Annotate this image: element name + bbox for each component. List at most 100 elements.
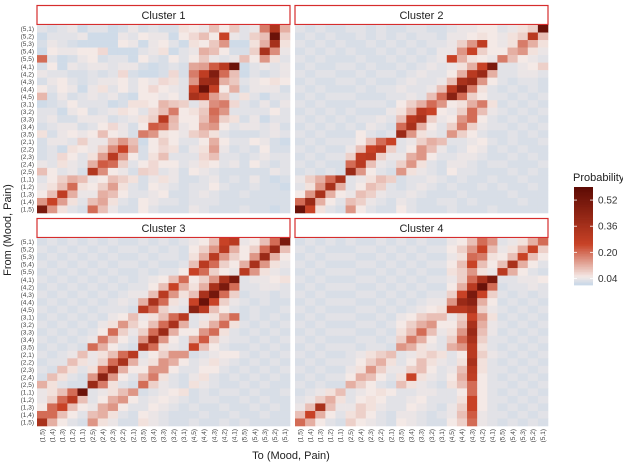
heatmap-cell	[487, 328, 498, 337]
heatmap-cell	[148, 167, 159, 176]
heatmap-cell	[497, 403, 508, 412]
heatmap-cell	[426, 253, 437, 261]
heatmap-cell	[178, 245, 190, 254]
heatmap-cell	[198, 62, 210, 71]
heatmap-cell	[517, 313, 529, 322]
heatmap-cell	[158, 328, 169, 337]
heatmap-cell	[527, 107, 539, 116]
panel-4: Cluster 4	[294, 217, 549, 427]
heatmap-cell	[295, 238, 306, 246]
panel-title: Cluster 2	[399, 10, 443, 22]
heatmap-cell	[269, 283, 281, 291]
heatmap-cell	[426, 283, 437, 291]
heatmap-cell	[436, 130, 448, 139]
heatmap-cell	[249, 350, 260, 359]
heatmap-cell	[148, 305, 159, 314]
heatmap-cell	[77, 403, 88, 412]
heatmap-cell	[209, 343, 220, 352]
heatmap-cell	[107, 182, 119, 191]
heatmap-cell	[37, 260, 48, 269]
heatmap-cell	[188, 205, 200, 214]
heatmap-cell	[249, 395, 260, 404]
heatmap-cell	[386, 167, 397, 176]
heatmap-cell	[198, 205, 210, 214]
heatmap-cell	[87, 275, 99, 284]
heatmap-cell	[198, 152, 210, 161]
heatmap-cell	[168, 335, 179, 344]
heatmap-cell	[178, 380, 190, 389]
heatmap-cell	[487, 205, 498, 214]
heatmap-cell	[315, 32, 326, 41]
heatmap-cell	[375, 365, 387, 374]
heatmap-cell	[375, 197, 387, 206]
heatmap-cell	[279, 290, 291, 299]
heatmap-cell	[148, 55, 159, 63]
heatmap-cell	[497, 25, 508, 33]
heatmap-cell	[497, 62, 508, 71]
heatmap-cell	[325, 122, 336, 131]
heatmap-cell	[117, 32, 129, 41]
heatmap-cell	[406, 260, 417, 269]
heatmap-cell	[239, 313, 250, 322]
heatmap-cell	[107, 358, 119, 367]
heatmap-cell	[416, 328, 427, 337]
heatmap-cell	[365, 305, 377, 314]
heatmap-cell	[315, 197, 326, 206]
heatmap-cell	[77, 335, 88, 344]
heatmap-cell	[158, 343, 169, 352]
heatmap-cell	[365, 70, 377, 78]
heatmap-cell	[325, 395, 336, 404]
heatmap-cell	[67, 418, 78, 427]
heatmap-cell	[396, 290, 407, 299]
heatmap-cell	[416, 268, 427, 276]
heatmap-cell	[219, 92, 230, 101]
heatmap-cell	[168, 328, 179, 337]
heatmap-cell	[537, 388, 549, 397]
heatmap-cell	[107, 47, 119, 56]
heatmap-cell	[345, 175, 357, 184]
heatmap-cell	[446, 335, 458, 344]
heatmap-cell	[67, 205, 78, 214]
heatmap-cell	[396, 253, 407, 261]
heatmap-cell	[117, 275, 129, 284]
heatmap-cell	[47, 85, 58, 93]
panel-strip	[36, 217, 291, 239]
heatmap-cell	[315, 77, 326, 86]
heatmap-cell	[527, 130, 539, 139]
heatmap-cell	[259, 418, 271, 427]
heatmap-cell	[477, 77, 488, 86]
heatmap-cell	[456, 122, 468, 131]
heatmap-cell	[107, 283, 119, 291]
heatmap-cell	[188, 70, 200, 78]
heatmap-cell	[305, 410, 316, 419]
heatmap-cell	[229, 290, 240, 299]
heatmap-cell	[345, 305, 357, 314]
heatmap-cell	[198, 358, 210, 367]
heatmap-cell	[37, 107, 48, 116]
heatmap-cell	[386, 410, 397, 419]
heatmap-cell	[315, 55, 326, 63]
heatmap-cell	[209, 395, 220, 404]
y-tick-label: (4,2)	[21, 71, 34, 78]
heatmap-cell	[406, 160, 417, 169]
heatmap-cell	[416, 305, 427, 314]
heatmap-cell	[537, 283, 549, 291]
heatmap-cell	[477, 182, 488, 191]
heatmap-cell	[345, 85, 357, 93]
heatmap-cell	[188, 298, 200, 306]
heatmap-cell	[128, 182, 139, 191]
heatmap-cell	[128, 85, 139, 93]
x-tick-label: (4,5)	[449, 429, 456, 442]
heatmap-cell	[396, 107, 407, 116]
heatmap-cell	[517, 320, 529, 329]
heatmap-cell	[148, 350, 159, 359]
heatmap-cell	[365, 92, 377, 101]
heatmap-cell	[178, 275, 190, 284]
heatmap-cell	[67, 175, 78, 184]
heatmap-cell	[198, 313, 210, 322]
heatmap-cell	[295, 115, 306, 124]
heatmap-cell	[269, 305, 281, 314]
heatmap-cell	[229, 55, 240, 63]
heatmap-cell	[259, 313, 271, 322]
heatmap-cell	[249, 260, 260, 269]
